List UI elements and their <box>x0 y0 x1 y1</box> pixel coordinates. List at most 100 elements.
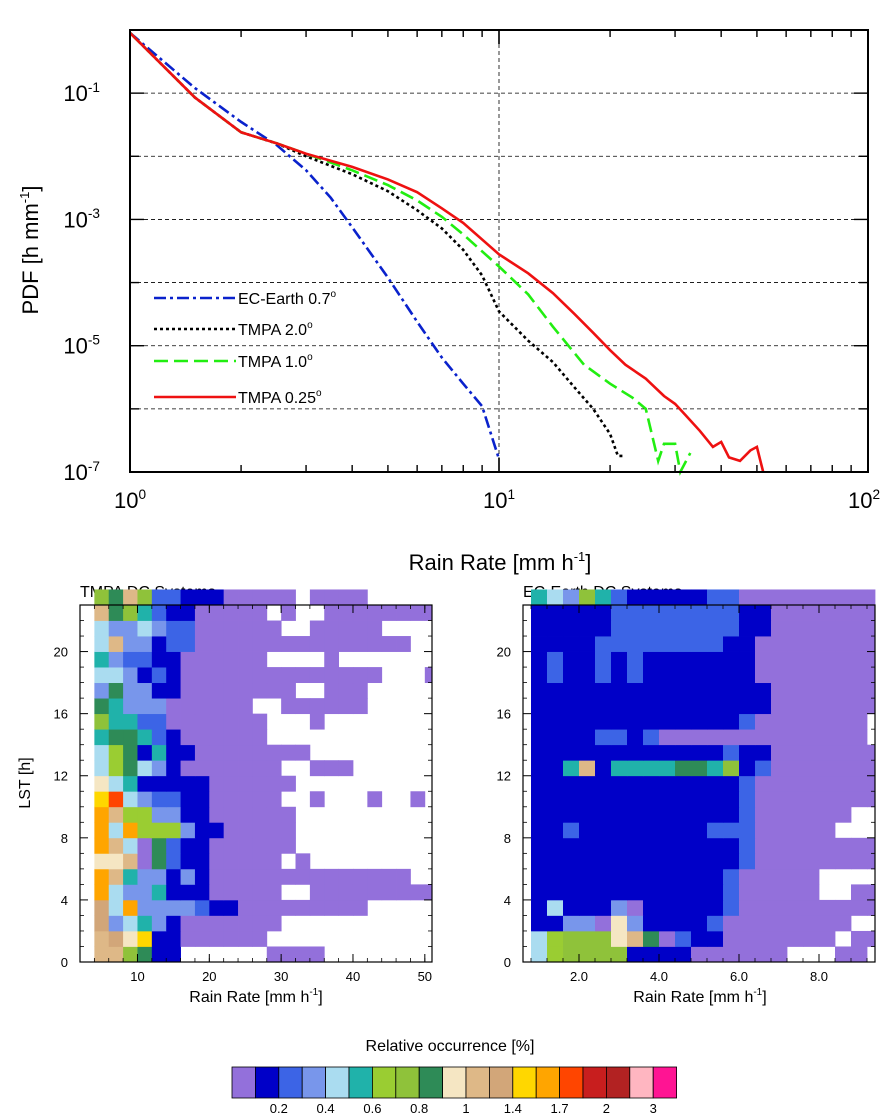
heatmap-cell <box>739 946 756 963</box>
heatmap-cell <box>643 946 660 963</box>
heatmap-cell <box>819 915 836 932</box>
heatmap-cell <box>531 930 548 947</box>
heatmap-cell <box>238 868 253 885</box>
heatmap-cell <box>851 667 868 684</box>
heatmap-cell <box>579 775 596 792</box>
heatmap-cell <box>627 698 644 715</box>
heatmap-cell <box>324 605 340 621</box>
heatmap-cell <box>819 744 836 761</box>
heatmap-cell <box>579 915 596 932</box>
heatmap-cell <box>771 915 788 932</box>
heatmap-cell <box>867 589 876 606</box>
heatmap-cell <box>563 682 580 699</box>
heatmap-cell <box>707 946 724 963</box>
heatmap-cell <box>194 682 210 699</box>
heatmap-cell <box>659 868 676 885</box>
heatmap-cell <box>723 760 740 777</box>
heatmap-cell <box>123 930 138 947</box>
heatmap-cell <box>579 744 596 761</box>
heatmap-cell <box>108 791 124 808</box>
heatmap-cell <box>209 822 225 839</box>
heatmap-cell <box>123 620 138 637</box>
heatmap-cell <box>627 729 644 746</box>
heatmap-cell <box>643 713 660 730</box>
heatmap-cell <box>739 682 756 699</box>
heatmap-cell <box>123 853 138 870</box>
heatmap-cell <box>675 775 692 792</box>
heatmap-cell <box>579 605 596 621</box>
heatmap-cell <box>867 620 876 637</box>
heatmap-cell <box>611 822 628 839</box>
heatmap-cell <box>755 605 772 621</box>
heatmap-cell <box>707 651 724 668</box>
heatmap-cell <box>803 884 820 901</box>
heatmap-cell <box>595 806 612 823</box>
heatmap-cell <box>94 868 110 885</box>
heatmap-cell <box>675 760 692 777</box>
heatmap-cell <box>739 713 756 730</box>
heatmap-cell <box>563 620 580 637</box>
colorbar-labels: 0.2 0.4 0.6 0.8 1 1.4 1.7 2 3 <box>270 1101 657 1116</box>
heatmap-cell <box>281 822 296 839</box>
pdf-y-tick-label: 10-5 <box>63 332 100 358</box>
heatmap-cell <box>563 791 580 808</box>
heatmap-cell <box>94 682 110 699</box>
heatmap-y-tick-label: 20 <box>54 645 68 660</box>
heatmap-cell <box>691 930 708 947</box>
heatmap-cell <box>803 930 820 947</box>
heatmap-cell <box>707 868 724 885</box>
heatmap-cell <box>396 605 411 621</box>
heatmap-cell <box>137 682 153 699</box>
heatmap-cell <box>324 667 340 684</box>
colorbar-box <box>254 1066 280 1099</box>
heatmap-cell <box>166 775 181 792</box>
heatmap-cell <box>252 915 268 932</box>
heatmap-cell <box>223 713 239 730</box>
tmpa-x-axis-label: Rain Rate [mm h-1] <box>189 987 322 1006</box>
heatmap-cell <box>835 713 852 730</box>
heatmap-cell <box>547 605 564 621</box>
heatmap-cell <box>611 682 628 699</box>
heatmap-cell <box>209 589 225 606</box>
heatmap-cell <box>281 744 296 761</box>
heatmap-cell <box>410 791 426 808</box>
colorbar-box <box>512 1066 537 1099</box>
heatmap-cell <box>531 713 548 730</box>
heatmap-cell <box>787 744 804 761</box>
heatmap-cell <box>166 760 181 777</box>
heatmap-cell <box>755 868 772 885</box>
heatmap-cell <box>643 806 660 823</box>
heatmap-cell <box>819 853 836 870</box>
heatmap-cell <box>691 667 708 684</box>
heatmap-cell <box>94 729 110 746</box>
heatmap-cell <box>835 946 852 963</box>
heatmap-cell <box>281 868 296 885</box>
heatmap-cell <box>252 837 268 854</box>
heatmap-cell <box>180 884 196 901</box>
heatmap-cell <box>266 589 282 606</box>
heatmap-cell <box>739 605 756 621</box>
heatmap-cell <box>579 620 596 637</box>
heatmap-cell <box>627 915 644 932</box>
heatmap-cell <box>611 775 628 792</box>
heatmap-cell <box>643 822 660 839</box>
heatmap-cell <box>238 698 253 715</box>
heatmap-cell <box>194 806 210 823</box>
heatmap-y-tick-label: 16 <box>497 707 511 722</box>
heatmap-cell <box>238 930 253 947</box>
heatmap-cell <box>151 837 167 854</box>
heatmap-cell <box>547 930 564 947</box>
heatmap-cell <box>675 930 692 947</box>
heatmap-cell <box>835 729 852 746</box>
heatmap-cell <box>137 884 153 901</box>
heatmap-cell <box>835 791 852 808</box>
heatmap-cell <box>755 775 772 792</box>
heatmap-cell <box>771 682 788 699</box>
heatmap-cell <box>531 651 548 668</box>
heatmap-cell <box>771 791 788 808</box>
heatmap-cell <box>707 667 724 684</box>
pdf-x-tick-label: 102 <box>848 487 880 513</box>
heatmap-cell <box>209 744 225 761</box>
heatmap-cell <box>627 760 644 777</box>
heatmap-cell <box>691 605 708 621</box>
